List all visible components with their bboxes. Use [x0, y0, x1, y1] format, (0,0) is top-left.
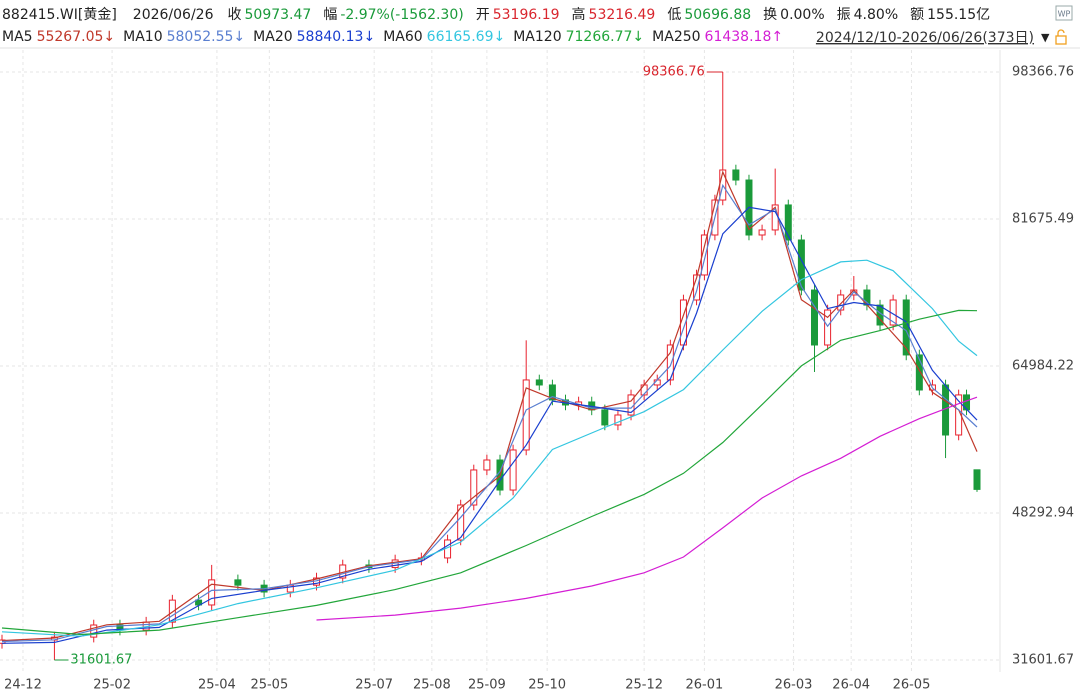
ma-line [1, 206, 978, 644]
candle-body [168, 599, 176, 623]
x-tick-label: 25-07 [355, 678, 393, 693]
candle-body [824, 309, 832, 346]
candle-body [915, 354, 923, 391]
legend-trend: ↓ [632, 29, 644, 45]
y-tick-label: 48292.94 [1012, 505, 1074, 520]
y-tick-label: 81675.49 [1012, 211, 1074, 226]
legend-value: 58840.13 [297, 29, 364, 45]
legend-name: MA120 [513, 29, 561, 45]
candle-body [457, 504, 465, 541]
security-code: 882415.WI[黄金] [2, 6, 117, 23]
y-tick-label: 98366.76 [1012, 64, 1074, 79]
legend-name: MA5 [2, 29, 33, 45]
quote-value: 4.80% [854, 7, 898, 23]
x-tick-label: 25-04 [198, 678, 236, 693]
legend-value: 66165.69 [427, 29, 494, 45]
candle-body [195, 599, 203, 606]
candle-body [601, 409, 609, 426]
legend-trend: ↑ [771, 29, 783, 45]
quote-value: 53216.49 [589, 7, 656, 23]
x-tick-label: 26-01 [686, 678, 724, 693]
legend-name: MA250 [652, 29, 700, 45]
x-tick-label: 25-05 [250, 678, 288, 693]
quote-value: -2.97%(-1562.30) [340, 7, 463, 23]
annotation-label: 31601.67 [70, 652, 132, 667]
legend-value: 55267.05 [37, 29, 104, 45]
candle-body [811, 289, 818, 346]
quote-label: 收 [228, 7, 242, 23]
candle-body [973, 469, 981, 490]
svg-text:WP: WP [1058, 10, 1071, 19]
quote-label: 额 [910, 7, 924, 23]
lock-icon[interactable] [1055, 29, 1067, 45]
legend-trend: ↓ [233, 29, 245, 45]
candle-body [535, 379, 543, 386]
date-range: 2024/12/10-2026/06/26(373日) [816, 30, 1034, 46]
candle-body [784, 204, 792, 241]
quote-value: 50696.88 [684, 7, 751, 23]
date: 2026/06/26 [133, 7, 214, 23]
quote-value: 50973.47 [245, 7, 312, 23]
quote-value: 53196.19 [493, 7, 560, 23]
legend-trend: ↓ [493, 29, 505, 45]
candle-body [483, 459, 491, 471]
quote-label: 幅 [323, 7, 337, 23]
candle-body [758, 229, 766, 236]
quote-value: 155.15亿 [927, 7, 990, 23]
candle-body [548, 384, 556, 401]
candle-body [732, 169, 740, 181]
candle-body [837, 294, 845, 311]
ma-line [1, 183, 978, 643]
x-tick-label: 26-05 [893, 678, 931, 693]
ma-line [1, 259, 978, 637]
legend-trend: ↓ [363, 29, 375, 45]
ma-line [316, 396, 978, 621]
x-tick-label: 25-08 [413, 678, 451, 693]
quote-label: 振 [837, 7, 851, 23]
wp-icon[interactable]: WP [1055, 5, 1073, 21]
x-tick-label: 25-12 [625, 678, 663, 693]
legend-value: 61438.18 [705, 29, 772, 45]
quote-label: 开 [476, 7, 490, 23]
quote-label: 高 [572, 6, 586, 23]
candle-body [90, 624, 98, 638]
x-tick-label: 25-02 [93, 678, 131, 693]
legend-name: MA60 [383, 29, 422, 45]
legend-value: 58052.55 [167, 29, 234, 45]
y-tick-label: 31601.67 [1012, 652, 1074, 667]
quote-value: 0.00% [780, 7, 824, 23]
legend-trend: ↓ [103, 29, 115, 45]
x-tick-label: 25-10 [528, 678, 566, 693]
x-tick-label: 24-12 [4, 678, 42, 693]
quote-label: 换 [763, 6, 777, 23]
x-tick-label: 25-09 [468, 678, 506, 693]
candle-body [470, 469, 478, 506]
candle-body [509, 449, 517, 491]
candle-body [614, 414, 622, 426]
annotation-label: 98366.76 [643, 64, 705, 79]
candle-body [666, 344, 674, 381]
legend-name: MA20 [253, 29, 292, 45]
candle-body [955, 394, 963, 436]
quote-label: 低 [667, 7, 681, 23]
x-tick-label: 26-04 [832, 678, 870, 693]
x-tick-label: 26-03 [775, 678, 813, 693]
legend-name: MA10 [123, 29, 162, 45]
legend-value: 71266.77 [566, 29, 633, 45]
ma-line [1, 309, 978, 636]
candle-body [522, 379, 530, 451]
candle-body [700, 234, 708, 276]
dropdown-icon[interactable]: ▼ [1041, 31, 1050, 44]
y-tick-label: 64984.22 [1012, 358, 1074, 373]
candle-body [234, 579, 242, 586]
